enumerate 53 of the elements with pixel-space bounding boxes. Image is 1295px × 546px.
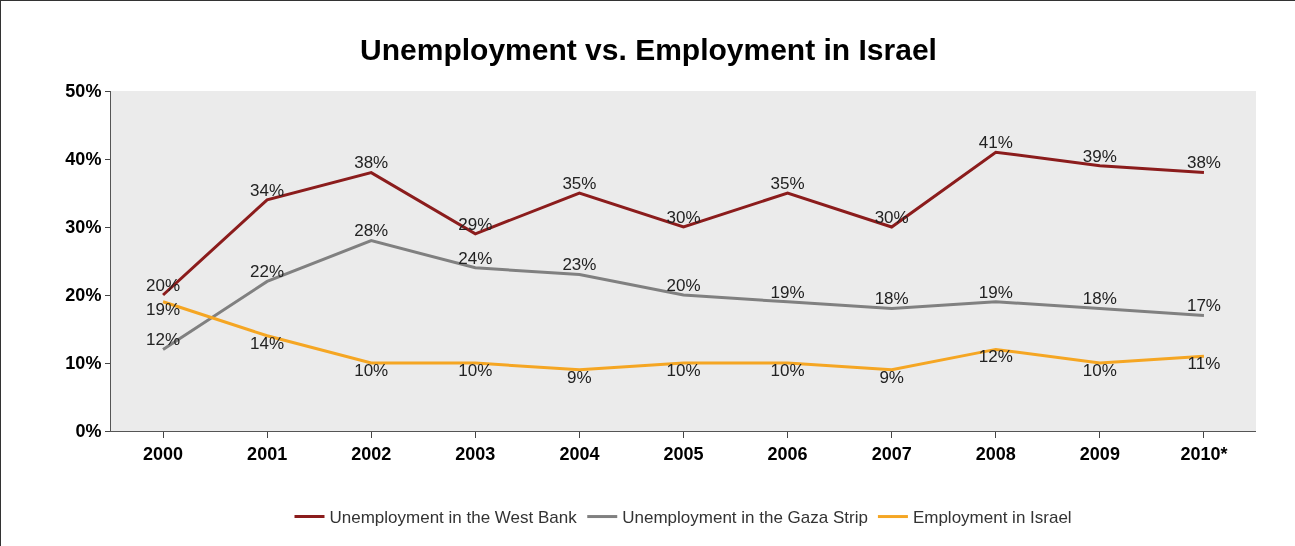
data-label: 10% (1082, 360, 1117, 380)
legend-label: Unemployment in the Gaza Strip (622, 508, 868, 528)
y-tick-label: 0% (75, 421, 102, 442)
data-label: 23% (562, 255, 597, 275)
x-tick-label: 2010* (1180, 443, 1228, 464)
data-label: 20% (666, 275, 701, 295)
x-tick-label: 2004 (559, 443, 600, 464)
x-tick-label: 2003 (455, 443, 496, 464)
y-tick-label: 30% (65, 217, 102, 238)
y-tick-label: 50% (65, 81, 102, 102)
x-tick-label: 2009 (1079, 443, 1120, 464)
data-label: 22% (250, 262, 285, 282)
data-label: 19% (770, 282, 805, 302)
data-label: 18% (874, 289, 909, 309)
y-tick-label: 20% (65, 285, 102, 306)
data-label: 9% (567, 367, 592, 387)
data-label: 38% (354, 153, 389, 173)
y-tick-label: 40% (65, 149, 102, 170)
data-label: 12% (146, 330, 181, 350)
legend-label: Unemployment in the West Bank (329, 508, 578, 528)
data-label: 10% (770, 360, 805, 380)
legend-label: Employment in Israel (912, 508, 1072, 528)
data-label: 10% (354, 360, 389, 380)
y-tick-label: 10% (65, 353, 102, 374)
x-tick-label: 2007 (871, 443, 912, 464)
data-label: 39% (1082, 146, 1117, 166)
data-label: 30% (666, 207, 701, 227)
x-tick-label: 2002 (351, 443, 392, 464)
data-label: 12% (978, 347, 1013, 367)
data-label: 41% (978, 132, 1013, 152)
data-label: 34% (250, 180, 285, 200)
chart-title: Unemployment vs. Employment in Israel (360, 33, 937, 67)
data-label: 19% (146, 299, 181, 319)
x-tick-label: 2006 (767, 443, 808, 464)
data-label: 35% (770, 173, 805, 193)
data-label: 28% (354, 221, 389, 241)
data-label: 17% (1186, 296, 1221, 316)
data-label: 38% (1186, 153, 1221, 173)
data-label: 35% (562, 173, 597, 193)
data-label: 11% (1187, 353, 1221, 373)
x-tick-label: 2008 (975, 443, 1016, 464)
data-label: 18% (1082, 289, 1117, 309)
x-tick-label: 2000 (143, 443, 184, 464)
data-label: 19% (978, 282, 1013, 302)
data-label: 10% (666, 360, 701, 380)
x-tick-label: 2001 (247, 443, 288, 464)
data-label: 30% (874, 207, 909, 227)
data-label: 14% (250, 333, 285, 353)
x-tick-label: 2005 (663, 443, 704, 464)
data-label: 10% (458, 360, 493, 380)
data-label: 9% (879, 367, 904, 387)
data-label: 24% (458, 248, 493, 268)
data-label: 29% (458, 214, 493, 234)
